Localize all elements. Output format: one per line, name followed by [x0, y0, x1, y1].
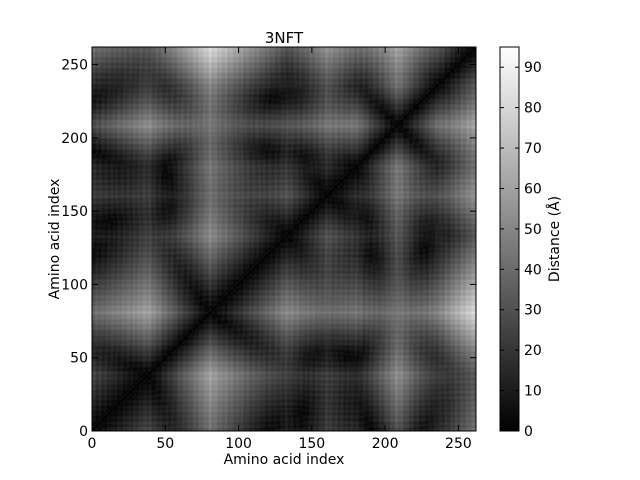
- y-tick-label: 0: [79, 424, 88, 440]
- y-tick-label: 250: [61, 58, 88, 74]
- y-tick-label: 100: [61, 277, 88, 293]
- colorbar-label: Distance (Å): [546, 196, 563, 282]
- y-axis-label: Amino acid index: [47, 179, 63, 300]
- colorbar-tick-label: 70: [524, 141, 542, 157]
- x-tick-label: 0: [88, 436, 97, 452]
- x-tick-label: 200: [372, 436, 399, 452]
- x-tick-label: 150: [298, 436, 325, 452]
- y-tick-label: 50: [70, 351, 88, 367]
- colorbar-tick-label: 10: [524, 384, 542, 400]
- colorbar-tick-label: 80: [524, 101, 542, 117]
- colorbar-tick-label: 60: [524, 181, 542, 197]
- plot-frame: [91, 46, 477, 432]
- y-tick-label: 200: [61, 131, 88, 147]
- distance-heatmap: [92, 47, 476, 431]
- colorbar-ticks: 0 10 20 30 40 50 60 70 80 90: [500, 60, 542, 440]
- y-tick-label: 150: [61, 204, 88, 220]
- colorbar-tick-label: 20: [524, 343, 542, 359]
- chart-title: 3NFT: [265, 29, 304, 47]
- colorbar-tick-label: 40: [524, 262, 542, 278]
- y-axis: 0 50 100 150 200 250: [61, 58, 476, 440]
- colorbar-tick-label: 30: [524, 303, 542, 319]
- colorbar: 0 10 20 30 40 50 60 70 80 90 Distance (Å): [499, 46, 563, 440]
- x-axis: 0 50 100 150 200 250: [88, 47, 472, 452]
- x-tick-label: 50: [156, 436, 174, 452]
- colorbar-tick-label: 0: [524, 424, 533, 440]
- heatmap-area: [91, 46, 477, 432]
- x-tick-label: 100: [225, 436, 252, 452]
- colorbar-tick-label: 50: [524, 222, 542, 238]
- x-tick-label: 250: [445, 436, 472, 452]
- colorbar-tick-label: 90: [524, 60, 542, 76]
- x-axis-label: Amino acid index: [224, 452, 345, 468]
- colorbar-gradient: [499, 46, 520, 432]
